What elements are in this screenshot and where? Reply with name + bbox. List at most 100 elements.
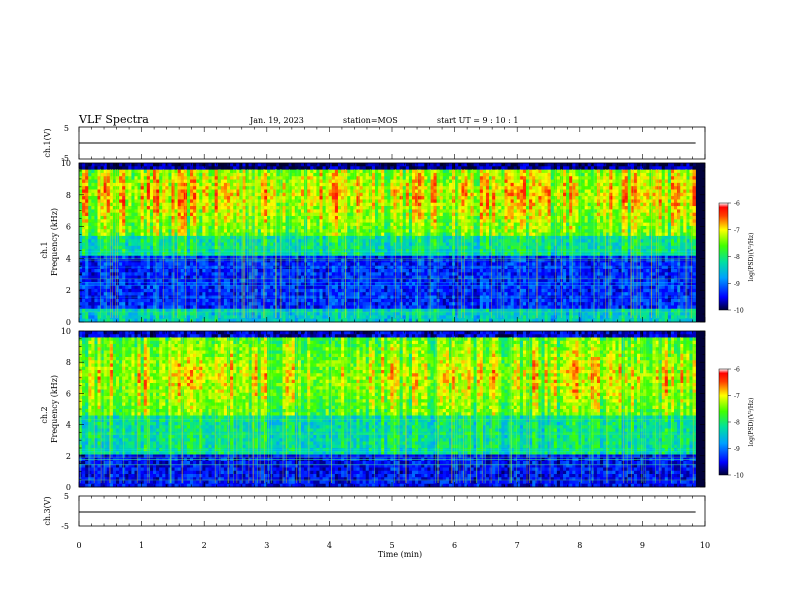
spectrogram-cell: [325, 182, 330, 187]
spectrogram-cell: [686, 209, 690, 213]
spectrogram-cell: [134, 242, 138, 247]
spectrogram-cell: [433, 176, 437, 180]
spectrogram-cell: [236, 179, 240, 184]
spectrogram-cell: [331, 186, 336, 190]
spectrogram-cell: [402, 186, 407, 190]
spectrogram-cell: [159, 176, 163, 180]
spectrogram-cell: [378, 216, 382, 220]
spectrogram-cell: [291, 192, 296, 197]
spectrogram-cell: [655, 206, 659, 210]
spectrogram-cell: [624, 216, 629, 220]
spectrogram-cell: [603, 182, 607, 187]
spectrogram-cell: [492, 235, 496, 240]
spectrogram-cell: [652, 222, 656, 227]
spectrogram-cell: [328, 176, 333, 180]
spectrogram-cell: [337, 172, 342, 177]
spectrogram-cell: [532, 172, 536, 177]
spectrogram-cell: [365, 209, 370, 213]
spectrogram-cell: [106, 182, 111, 187]
spectrogram-cell: [415, 225, 419, 230]
spectrogram-cell: [640, 166, 644, 170]
spectrogram-cell: [131, 166, 135, 170]
spectrogram-cell: [501, 219, 505, 223]
spectrogram-cell: [529, 222, 533, 227]
spectrogram-cell: [152, 242, 157, 247]
spectrogram-cell: [165, 209, 169, 213]
spectrogram-cell: [387, 176, 391, 180]
spectrogram-cell: [356, 212, 360, 217]
spectrogram-cell: [430, 219, 434, 223]
spectrogram-cell: [189, 179, 194, 184]
spectrogram-cell: [88, 176, 92, 180]
spectrogram-cell: [661, 235, 666, 240]
spectrogram-cell: [186, 176, 191, 180]
spectrogram-cell: [322, 202, 326, 207]
spectrogram-cell: [337, 199, 342, 204]
spectrogram-cell: [485, 172, 490, 177]
spectrogram-cell: [359, 242, 363, 247]
spectrogram-cell: [276, 186, 280, 190]
spectrogram-cell: [408, 239, 413, 243]
spectrogram-cell: [686, 229, 690, 233]
spectrogram-cell: [411, 163, 416, 167]
spectrogram-cell: [119, 163, 123, 167]
spectrogram-cell: [421, 179, 425, 184]
spectrogram-cell: [171, 172, 175, 177]
spectrogram-cell: [217, 176, 222, 180]
spectrogram-cell: [381, 219, 385, 223]
spectrogram-cell: [381, 212, 385, 217]
spectrogram-cell: [220, 186, 225, 190]
spectrogram-cell: [220, 169, 225, 174]
spectrogram-cell: [572, 216, 576, 220]
spectrogram-cell: [313, 225, 317, 230]
spectrogram-cell: [239, 192, 243, 197]
spectrogram-cell: [350, 186, 354, 190]
spectrogram-cell: [378, 186, 382, 190]
spectrogram-cell: [680, 239, 684, 243]
spectrogram-cell: [501, 225, 505, 230]
spectrogram-cell: [365, 166, 370, 170]
spectrogram-cell: [479, 212, 484, 217]
spectrogram-cell: [307, 196, 311, 200]
spectrogram-cell: [174, 235, 178, 240]
spectrogram-cell: [168, 182, 172, 187]
spectrogram-cell: [504, 216, 508, 220]
spectrogram-cell: [254, 176, 259, 180]
spectrogram-cell: [100, 222, 104, 227]
spectrogram-cell: [550, 222, 555, 227]
spectrogram-cell: [94, 179, 98, 184]
spectrogram-cell: [325, 235, 330, 240]
spectrogram-cell: [415, 182, 419, 187]
spectrogram-cell: [371, 199, 376, 204]
spectrogram-cell: [495, 163, 499, 167]
spectrogram-cell: [689, 222, 693, 227]
spectrogram-cell: [501, 235, 505, 240]
spectrogram-cell: [455, 169, 459, 174]
spectrogram-cell: [600, 225, 604, 230]
spectrogram-cell: [322, 235, 326, 240]
spectrogram-cell: [587, 202, 592, 207]
spectrogram-cell: [461, 222, 465, 227]
spectrogram-cell: [492, 166, 496, 170]
spectrogram-cell: [304, 166, 308, 170]
spectrogram-cell: [396, 239, 400, 243]
spectrogram-cell: [353, 225, 357, 230]
spectrogram-cell: [322, 163, 326, 167]
spectrogram-cell: [513, 229, 518, 233]
spectrogram-cell: [581, 216, 585, 220]
spectrogram-cell: [307, 235, 311, 240]
spectrogram-cell: [572, 209, 576, 213]
spectrogram-cell: [504, 186, 508, 190]
spectrogram-cell: [88, 229, 92, 233]
spectrogram-cell: [655, 179, 659, 184]
spectrogram-cell: [226, 166, 231, 170]
spectrogram-cell: [208, 212, 212, 217]
spectrogram-cell: [137, 219, 141, 223]
spectrogram-cell: [655, 186, 659, 190]
spectrogram-cell: [251, 196, 256, 200]
spectrogram-cell: [79, 209, 83, 213]
spectrogram-cell: [205, 166, 209, 170]
spectrogram-cell: [563, 199, 567, 204]
spectrogram-cell: [94, 225, 98, 230]
spectrogram-cell: [445, 172, 450, 177]
